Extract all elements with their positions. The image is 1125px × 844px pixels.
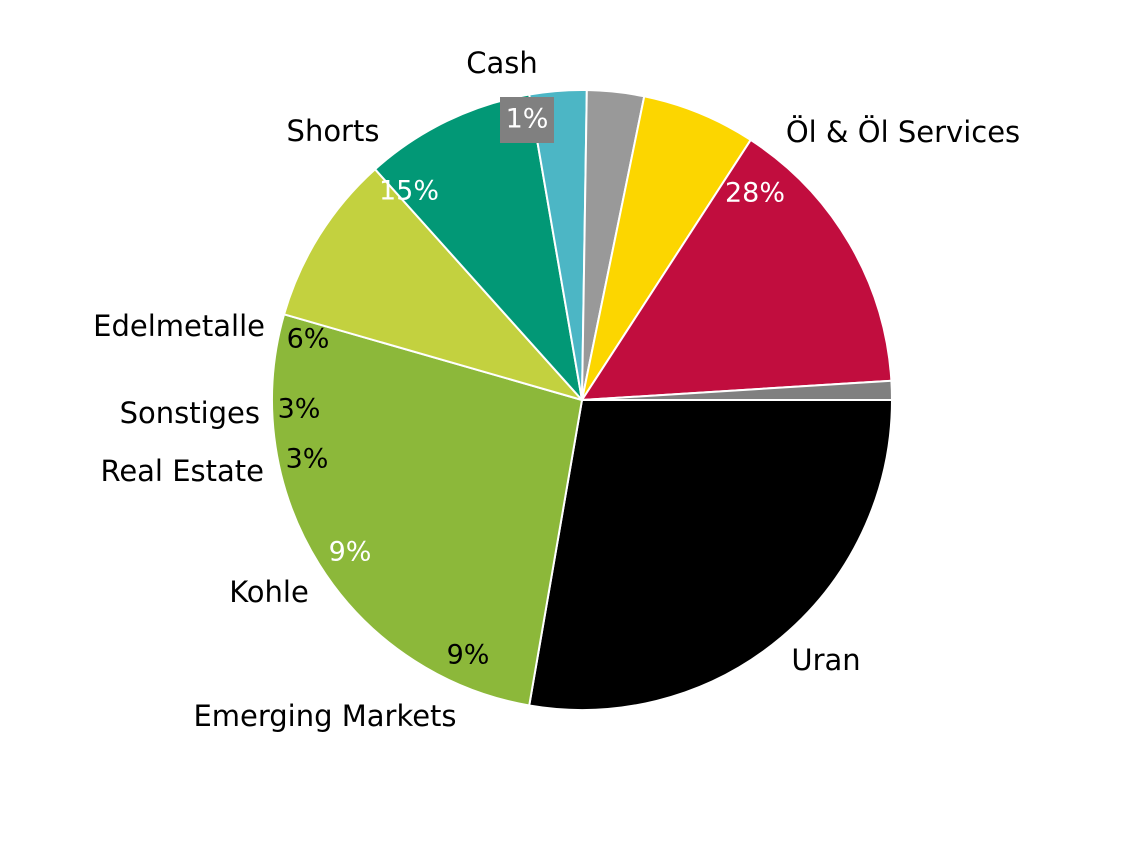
pie-slice-uran	[271, 313, 583, 707]
slice-label-uran: Uran	[791, 643, 860, 677]
slice-label-cash: Cash	[466, 46, 538, 80]
value-label-kohle: 9%	[329, 537, 372, 568]
value-label-sonstiges: 3%	[278, 394, 321, 425]
value-box-cash	[500, 97, 554, 143]
pie-slice-kohle	[374, 93, 583, 401]
slice-label-emerging-markets: Emerging Markets	[193, 699, 456, 733]
slice-label-kohle: Kohle	[229, 575, 309, 609]
value-label-uran: 27%	[731, 588, 791, 619]
pie-slice-oel-and-oel-services	[528, 399, 893, 711]
slice-label-real-estate: Real Estate	[100, 454, 264, 488]
slice-label-sonstiges: Sonstiges	[120, 396, 260, 430]
slice-label-oel-and-oel-services: Öl & Öl Services	[786, 115, 1020, 149]
slice-label-edelmetalle: Edelmetalle	[93, 309, 265, 343]
pie-slice-emerging-markets	[283, 168, 583, 401]
pie-slice-cash	[581, 379, 893, 401]
value-label-real-estate: 3%	[286, 444, 329, 475]
slices-group	[271, 89, 893, 711]
value-label-emerging-markets: 9%	[447, 640, 490, 671]
value-label-cash: 1%	[506, 104, 549, 135]
value-label-oel-and-oel-services: 28%	[725, 178, 785, 209]
pie-slice-shorts	[581, 138, 893, 401]
value-label-edelmetalle: 6%	[287, 324, 330, 355]
slice-label-shorts: Shorts	[287, 114, 380, 148]
value-label-shorts: 15%	[379, 176, 439, 207]
